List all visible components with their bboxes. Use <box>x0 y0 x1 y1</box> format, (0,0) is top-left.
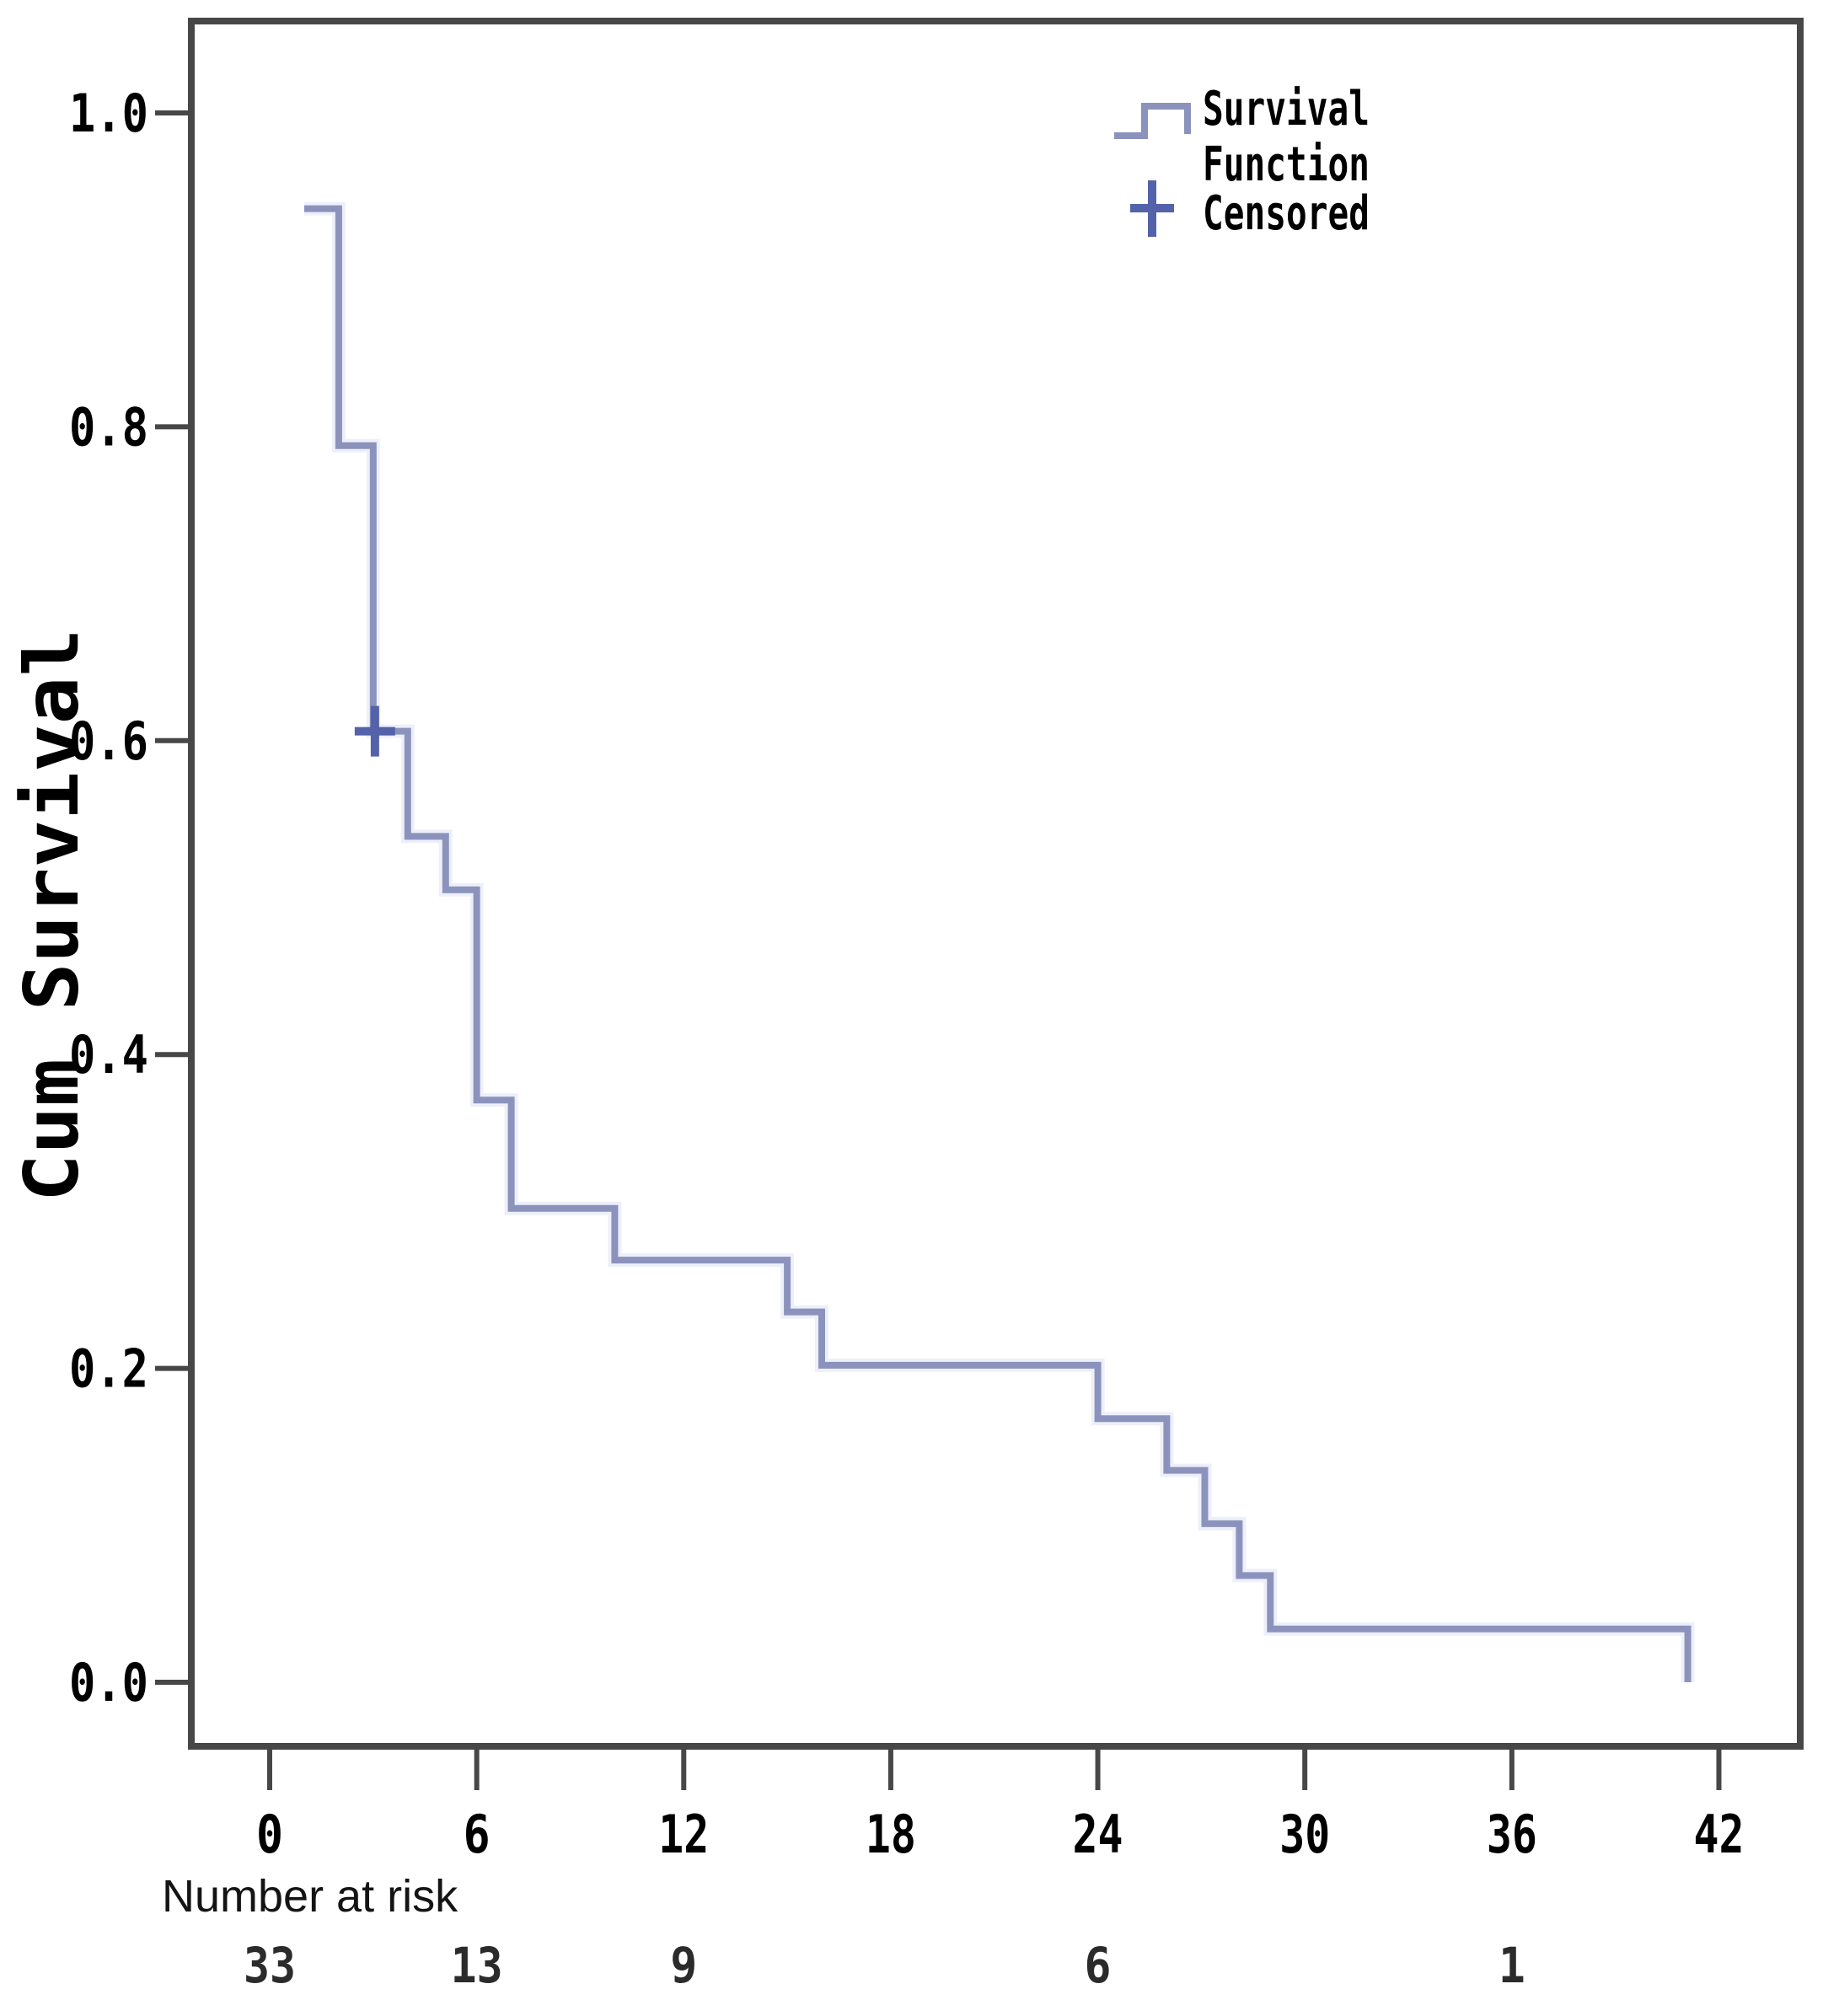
x-tick-label: 12 <box>658 1804 709 1865</box>
x-tick-label: 0 <box>256 1804 283 1865</box>
x-tick-label: 42 <box>1693 1804 1744 1865</box>
risk-count: 33 <box>244 1937 296 1994</box>
y-tick-label: 0.8 <box>69 396 148 458</box>
x-tick-label: 24 <box>1073 1804 1123 1865</box>
survival-curve-halo <box>303 201 1695 1682</box>
x-tick-label: 36 <box>1487 1804 1537 1865</box>
legend: Survival Function Censored <box>1114 82 1370 241</box>
censored-marks <box>354 705 395 757</box>
risk-count: 6 <box>1085 1937 1112 1994</box>
risk-count: 9 <box>670 1937 697 1994</box>
survival-curve <box>303 205 1692 1682</box>
y-tick-label: 0.0 <box>69 1652 148 1713</box>
y-tick-label: 0.4 <box>69 1024 148 1086</box>
legend-censored-label: Censored <box>1203 186 1370 241</box>
plot-frame <box>188 18 1804 1750</box>
y-axis: 1.0 0.8 0.6 0.4 0.2 0.0 <box>69 83 191 1713</box>
legend-survival-label-line2: Function <box>1203 137 1370 192</box>
y-tick-label: 1.0 <box>69 83 148 144</box>
legend-survival-label-line1: Survival <box>1203 82 1370 137</box>
risk-count: 13 <box>451 1937 503 1994</box>
y-tick-label: 0.6 <box>69 710 148 772</box>
y-tick-label: 0.2 <box>69 1338 148 1400</box>
legend-censored-glyph <box>1130 180 1174 237</box>
y-axis-title: Cum Survival <box>8 629 95 1202</box>
x-axis: 0 6 12 18 24 30 36 42 <box>256 1746 1744 1865</box>
number-at-risk-header: Number at risk <box>162 1871 458 1922</box>
legend-survival-glyph <box>1114 103 1191 139</box>
number-at-risk-row: Number at risk 33 13 9 6 1 <box>162 1871 1525 1994</box>
x-tick-label: 30 <box>1279 1804 1330 1865</box>
risk-count: 1 <box>1499 1937 1525 1994</box>
x-tick-label: 6 <box>464 1804 491 1865</box>
x-tick-label: 18 <box>866 1804 916 1865</box>
